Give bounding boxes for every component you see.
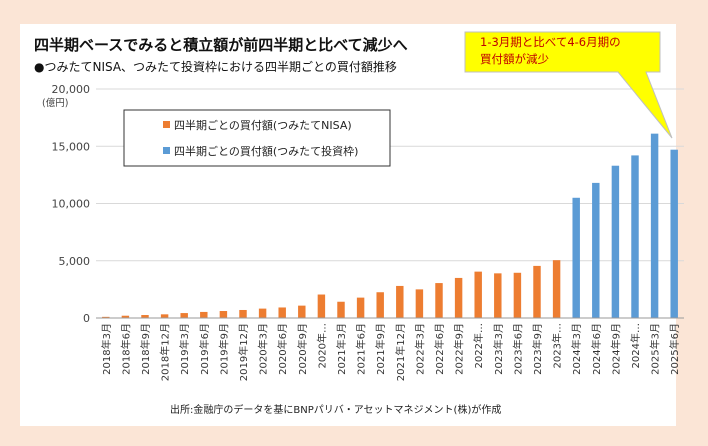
x-tick-label: 2018年12月 (159, 323, 172, 381)
bar-nisa (219, 311, 228, 318)
x-tick-label: 2019年12月 (237, 323, 250, 381)
bar-tsumitate (572, 197, 580, 318)
bar-nisa (121, 315, 130, 318)
y-tick-label: 0 (83, 312, 90, 325)
legend-label-tsumitate: 四半期ごとの買付額(つみたて投資枠) (174, 144, 358, 158)
bar-nisa (298, 305, 306, 318)
bar-tsumitate (670, 149, 678, 318)
x-tick-label: 2018年6月 (119, 323, 132, 375)
x-tick-label: 2024年… (629, 323, 642, 368)
bar-nisa (533, 265, 541, 318)
bar-tsumitate (592, 182, 600, 318)
bar-nisa (258, 308, 267, 318)
bar-nisa (317, 294, 326, 318)
x-tick-label: 2018年3月 (100, 323, 113, 375)
legend-label-nisa: 四半期ごとの買付額(つみたてNISA) (174, 118, 352, 132)
bar-nisa (102, 316, 110, 318)
x-tick-label: 2025年6月 (668, 323, 681, 375)
source-note: 出所:金融庁のデータを基にBNPパリバ・アセットマネジメント(株)が作成 (170, 405, 502, 416)
x-tick-label: 2022年3月 (413, 323, 426, 375)
x-tick-label: 2023年… (551, 323, 564, 368)
bar-nisa (415, 289, 424, 318)
page-title: 四半期ベースでみると積立額が前四半期と比べて減少へ (34, 36, 408, 54)
bar-nisa (435, 283, 443, 318)
x-tick-label: 2019年6月 (198, 323, 211, 375)
bar-nisa (396, 285, 404, 318)
bar-nisa (552, 260, 561, 318)
x-tick-label: 2019年3月 (178, 323, 191, 375)
bar-nisa (454, 277, 463, 318)
bar-nisa (376, 292, 384, 318)
x-tick-label: 2024年6月 (590, 323, 603, 375)
x-tick-label: 2023年6月 (511, 323, 524, 375)
bar-nisa (160, 314, 169, 318)
x-tick-label: 2021年3月 (335, 323, 348, 375)
bar-tsumitate (650, 133, 659, 318)
x-tick-label: 2021年6月 (355, 323, 368, 375)
bar-nisa (141, 315, 149, 318)
y-tick-label: 5,000 (59, 255, 91, 268)
x-tick-label: 2024年9月 (609, 323, 622, 375)
callout-line-1: 1-3月期と比べて4-6月期の (480, 35, 621, 49)
x-tick-label: 2023年3月 (492, 323, 505, 375)
callout (464, 31, 673, 139)
x-tick-label: 2023年9月 (531, 323, 544, 375)
bar-tsumitate (631, 155, 639, 318)
bar-nisa (180, 313, 188, 318)
x-tick-label: 2019年9月 (217, 323, 230, 375)
x-tick-label: 2020年6月 (276, 323, 289, 375)
y-tick-label: 20,000 (52, 83, 91, 96)
legend-box (123, 109, 391, 167)
x-tick-label: 2024年3月 (570, 323, 583, 375)
bar-nisa (200, 311, 208, 318)
legend-swatch-tsumitate (163, 147, 170, 154)
chart-subtitle: ●つみたてNISA、つみたて投資枠における四半期ごとの買付額推移 (34, 60, 397, 74)
bar-nisa (474, 271, 482, 318)
x-tick-label: 2018年9月 (139, 323, 152, 375)
x-tick-label: 2021年9月 (374, 323, 387, 375)
callout-line-2: 買付額が減少 (480, 52, 549, 66)
x-tick-label: 2025年3月 (649, 323, 662, 375)
bar-nisa (356, 297, 365, 318)
y-axis-unit: (億円) (42, 97, 68, 109)
y-tick-label: 15,000 (52, 140, 91, 153)
callout-bubble (464, 31, 673, 139)
chart-panel (20, 24, 676, 426)
bar-tsumitate (611, 165, 620, 318)
x-tick-label: 2021年12月 (394, 323, 407, 381)
legend: 四半期ごとの買付額(つみたてNISA) 四半期ごとの買付額(つみたて投資枠) (123, 109, 391, 167)
bar-nisa (278, 307, 286, 318)
x-tick-label: 2020年… (315, 323, 328, 368)
x-tick-label: 2022年9月 (453, 323, 466, 375)
x-tick-label: 2022年6月 (433, 323, 446, 375)
bar-nisa (337, 301, 345, 318)
bar-nisa (239, 309, 247, 318)
callout-text: 1-3月期と比べて4-6月期の 買付額が減少 (480, 34, 660, 68)
x-tick-label: 2022年… (472, 323, 485, 368)
legend-swatch-nisa (163, 121, 170, 128)
bar-nisa (513, 272, 522, 318)
x-tick-label: 2020年9月 (296, 323, 309, 375)
y-tick-label: 10,000 (52, 198, 91, 211)
bar-nisa (494, 273, 502, 318)
x-tick-label: 2020年3月 (257, 323, 270, 375)
